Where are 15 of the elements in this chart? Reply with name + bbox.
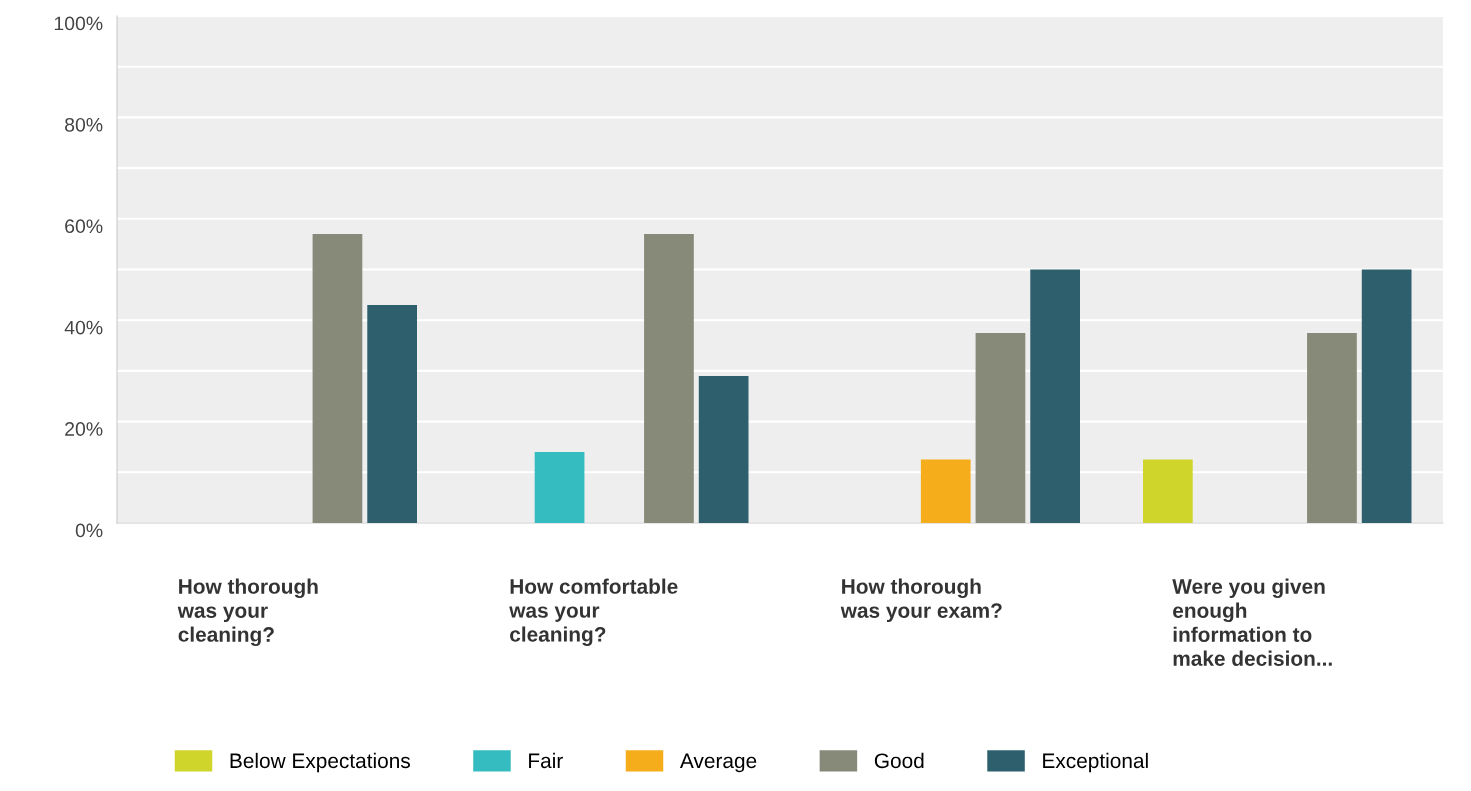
y-tick-label: 100% <box>54 16 103 31</box>
x-tick-label: How comfortable was your cleaning? <box>509 578 678 646</box>
y-tick-label: 0% <box>75 523 103 538</box>
legend-label: Fair <box>529 752 563 769</box>
x-tick-label: How thorough was your exam? <box>840 578 1002 623</box>
legend-label: Exceptional <box>1043 752 1148 773</box>
y-tick-label: 40% <box>64 320 103 335</box>
legend-label: Below Expectations <box>230 752 410 773</box>
x-tick-label: How thorough was your cleaning? <box>177 578 318 647</box>
legend-label: Good <box>874 752 924 769</box>
legend-label: Average <box>679 753 757 773</box>
x-tick-label: Were you given enough information to make decision... <box>1172 578 1332 666</box>
y-tick-label: 80% <box>65 117 103 132</box>
y-tick-label: 60% <box>65 219 103 234</box>
y-tick-label: 20% <box>65 422 103 436</box>
